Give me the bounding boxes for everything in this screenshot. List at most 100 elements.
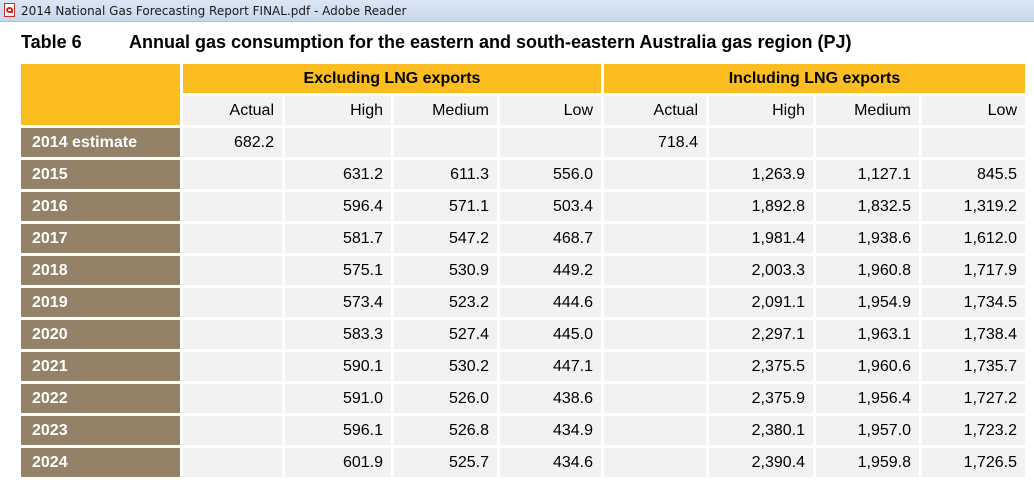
table-cell: 1,892.8 (709, 192, 813, 221)
table-cell: 523.2 (394, 288, 497, 317)
table-cell: 1,960.6 (816, 352, 919, 381)
row-label: 2020 (21, 320, 180, 349)
column-header: Actual (183, 96, 282, 125)
table-cell (183, 448, 282, 477)
table-cell (183, 288, 282, 317)
table-cell (922, 128, 1025, 157)
row-label: 2022 (21, 384, 180, 413)
table-cell (709, 128, 813, 157)
group-header-including-lng: Including LNG exports (604, 64, 1025, 93)
table-cell: 1,963.1 (816, 320, 919, 349)
table-cell (604, 256, 706, 285)
table-cell (604, 416, 706, 445)
table-cell: 445.0 (500, 320, 601, 349)
table-cell (394, 128, 497, 157)
table-cell: 2,091.1 (709, 288, 813, 317)
table-cell: 845.5 (922, 160, 1025, 189)
table-cell: 2,380.1 (709, 416, 813, 445)
table-cell: 1,938.6 (816, 224, 919, 253)
column-header: Actual (604, 96, 706, 125)
table-row: 2021 590.1 530.2 447.1 2,375.5 1,960.6 1,735.7 (21, 352, 1025, 381)
table-cell: 556.0 (500, 160, 601, 189)
table-cell: 1,723.2 (922, 416, 1025, 445)
table-cell: 525.7 (394, 448, 497, 477)
table-cell: 718.4 (604, 128, 706, 157)
table-cell: 449.2 (500, 256, 601, 285)
column-header: Low (500, 96, 601, 125)
table-cell: 596.1 (285, 416, 391, 445)
table-cell (816, 128, 919, 157)
table-cell: 583.3 (285, 320, 391, 349)
table-cell (183, 352, 282, 381)
row-label: 2023 (21, 416, 180, 445)
table-caption: Table 6 Annual gas consumption for the ea… (21, 32, 851, 54)
table-cell: 1,960.8 (816, 256, 919, 285)
table-cell: 1,954.9 (816, 288, 919, 317)
table-cell (604, 160, 706, 189)
table-cell: 468.7 (500, 224, 601, 253)
table-cell (604, 224, 706, 253)
table-cell (183, 192, 282, 221)
table-cell: 1,727.2 (922, 384, 1025, 413)
group-header-excluding-lng: Excluding LNG exports (183, 64, 601, 93)
table-cell: 1,612.0 (922, 224, 1025, 253)
table-cell: 1,127.1 (816, 160, 919, 189)
window-titlebar[interactable]: 2014 National Gas Forecasting Report FIN… (0, 0, 1034, 22)
table-cell: 530.9 (394, 256, 497, 285)
table-cell: 434.6 (500, 448, 601, 477)
header-corner (21, 64, 180, 125)
table-cell: 575.1 (285, 256, 391, 285)
table-cell: 1,734.5 (922, 288, 1025, 317)
table-cell: 447.1 (500, 352, 601, 381)
table-cell: 601.9 (285, 448, 391, 477)
row-label: 2024 (21, 448, 180, 477)
window-title: 2014 National Gas Forecasting Report FIN… (21, 3, 407, 18)
column-header: High (285, 96, 391, 125)
table-cell: 1,735.7 (922, 352, 1025, 381)
table-cell: 526.0 (394, 384, 497, 413)
column-header: Low (922, 96, 1025, 125)
table-cell: 596.4 (285, 192, 391, 221)
table-cell: 527.4 (394, 320, 497, 349)
row-label: 2021 (21, 352, 180, 381)
table-cell (604, 192, 706, 221)
table-cell (183, 224, 282, 253)
table-cell: 2,390.4 (709, 448, 813, 477)
table-cell (183, 384, 282, 413)
table-cell: 1,263.9 (709, 160, 813, 189)
table-cell (183, 160, 282, 189)
table-cell: 1,832.5 (816, 192, 919, 221)
table-cell: 590.1 (285, 352, 391, 381)
table-cell (604, 352, 706, 381)
pdf-file-icon (3, 3, 16, 18)
table-cell: 2,375.5 (709, 352, 813, 381)
table-row: 2016 596.4 571.1 503.4 1,892.8 1,832.5 1,319.2 (21, 192, 1025, 221)
table-cell: 1,981.4 (709, 224, 813, 253)
table-cell: 1,738.4 (922, 320, 1025, 349)
row-label: 2017 (21, 224, 180, 253)
table-title: Annual gas consumption for the eastern a… (129, 32, 852, 52)
document-page: Table 6 Annual gas consumption for the ea… (0, 23, 1034, 491)
table-cell: 444.6 (500, 288, 601, 317)
table-cell: 1,959.8 (816, 448, 919, 477)
table-cell: 438.6 (500, 384, 601, 413)
table-cell: 503.4 (500, 192, 601, 221)
table-cell: 547.2 (394, 224, 497, 253)
table-cell: 1,717.9 (922, 256, 1025, 285)
row-label: 2016 (21, 192, 180, 221)
table-row: 2024 601.9 525.7 434.6 2,390.4 1,959.8 1,726.5 (21, 448, 1025, 477)
table-cell (183, 256, 282, 285)
table-cell: 530.2 (394, 352, 497, 381)
table-cell (285, 128, 391, 157)
table-cell: 631.2 (285, 160, 391, 189)
table-cell: 2,297.1 (709, 320, 813, 349)
table-cell: 1,957.0 (816, 416, 919, 445)
table-cell: 611.3 (394, 160, 497, 189)
table-cell: 573.4 (285, 288, 391, 317)
row-label: 2014 estimate (21, 128, 180, 157)
table-cell: 1,956.4 (816, 384, 919, 413)
table-cell: 591.0 (285, 384, 391, 413)
table-cell (183, 416, 282, 445)
table-cell: 434.9 (500, 416, 601, 445)
table-cell (604, 288, 706, 317)
